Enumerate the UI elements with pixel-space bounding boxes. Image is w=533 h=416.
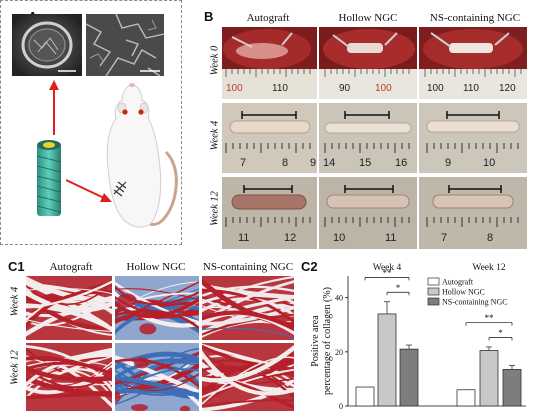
ruler-number: 9 [445, 157, 452, 169]
ruler-number: 100 [427, 83, 444, 94]
y-axis-label: percentage of collagen (%) [322, 287, 333, 395]
rat-illustration [106, 83, 178, 228]
c2-collagen-bar-chart: 0 20 40 Positive area percentage of collagen… [310, 263, 526, 411]
bar [377, 313, 397, 407]
b-photo-autograft-week0: 100 110 [222, 27, 317, 99]
nerve-guidance-conduit-illustration [36, 140, 62, 216]
group-title: Week 12 [472, 263, 506, 273]
panel-a-schematic [0, 0, 182, 245]
c1-image-ns-week12 [202, 343, 294, 411]
significance-label: * [498, 328, 503, 338]
b-photo-ns-week12: 7 8 [419, 177, 527, 249]
c1-col-ns-ngc: NS-containing NGC [202, 261, 294, 273]
ruler-number: 12 [284, 232, 297, 244]
ruler-number: 16 [395, 157, 408, 169]
bar [479, 350, 499, 407]
b-photo-autograft-week4: 7 8 9 [222, 103, 317, 173]
bar [456, 389, 476, 407]
significance-label: ** [383, 268, 393, 278]
c1-image-autograft-week12 [26, 343, 112, 411]
ruler-number: 100 [375, 83, 392, 94]
ruler-number: 110 [272, 83, 288, 94]
ruler-number: 10 [333, 232, 346, 244]
sem-cross-section-image [12, 14, 82, 76]
b-photo-hollow-week12: 10 11 [319, 177, 417, 249]
ruler-number: 9 [310, 157, 317, 169]
b-col-autograft: Autograft [246, 12, 290, 24]
significance-label: ** [485, 313, 495, 323]
ruler-number: 100 [226, 83, 243, 94]
panel-label-c1: C1 [8, 259, 25, 274]
c1-row-week4: Week 4 [9, 286, 21, 317]
ruler-number: 11 [385, 232, 397, 244]
legend-label: Autograft [442, 278, 474, 287]
y-tick-label: 0 [339, 402, 343, 411]
c1-image-ns-week4 [202, 276, 294, 340]
bar [355, 386, 375, 407]
c1-image-autograft-week4 [26, 276, 112, 340]
c1-row-week12: Week 12 [9, 350, 21, 385]
ruler-number: 15 [359, 157, 372, 169]
sem-inner-structure-image [86, 14, 164, 76]
y-tick-label: 40 [335, 294, 343, 303]
ruler-number: 120 [499, 83, 516, 94]
b-row-week4: Week 4 [209, 120, 221, 151]
panel-label-b: B [204, 9, 214, 24]
c1-image-hollow-week4 [115, 276, 199, 340]
b-row-week12: Week 12 [209, 191, 221, 226]
red-arrow-implant-icon [66, 179, 112, 202]
legend-swatch [427, 297, 440, 306]
b-col-ns-ngc: NS-containing NGC [429, 12, 521, 24]
b-photo-ns-week4: 9 10 [419, 103, 527, 173]
panel-label-c2: C2 [301, 259, 318, 274]
ruler-number: 7 [240, 157, 247, 169]
b-photo-hollow-week0: 90 100 [319, 27, 417, 99]
ruler-number: 8 [487, 232, 494, 244]
y-tick-label: 20 [335, 348, 343, 357]
ruler-number: 10 [483, 157, 496, 169]
b-photo-ns-week0: 100 110 120 [419, 27, 527, 99]
group-title: Week 4 [373, 263, 402, 273]
red-arrow-up-icon [49, 80, 59, 135]
bar [399, 348, 419, 407]
c1-image-hollow-week12 [115, 343, 199, 411]
b-row-week0: Week 0 [209, 45, 221, 76]
c1-col-hollow-ngc: Hollow NGC [126, 261, 186, 273]
legend-swatch [427, 277, 440, 286]
ruler-number: 7 [441, 232, 448, 244]
bar [502, 369, 522, 407]
b-col-hollow-ngc: Hollow NGC [338, 12, 398, 24]
ruler-number: 90 [339, 83, 351, 94]
ruler-number: 14 [323, 157, 336, 169]
significance-label: * [396, 283, 401, 293]
legend-label: NS-containing NGC [442, 298, 508, 307]
ruler-number: 8 [282, 157, 289, 169]
c1-col-autograft: Autograft [49, 261, 93, 273]
legend-label: Hollow NGC [442, 288, 485, 297]
b-photo-autograft-week12: 11 12 [222, 177, 317, 249]
ruler-number: 110 [463, 83, 479, 94]
ruler-number: 11 [238, 232, 250, 244]
b-photo-hollow-week4: 14 15 16 [319, 103, 417, 173]
y-axis-label: Positive area [310, 315, 321, 367]
legend-swatch [427, 287, 440, 296]
